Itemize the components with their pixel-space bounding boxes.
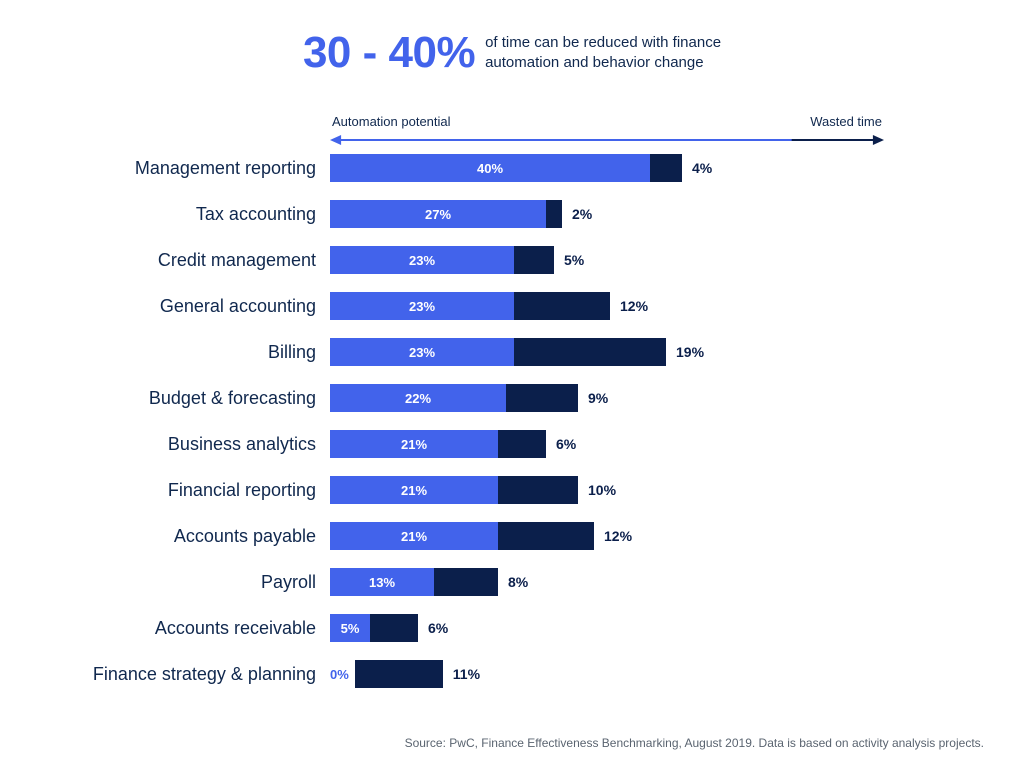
wasted-value: 12% bbox=[604, 528, 632, 544]
bars-track: 21% 10% bbox=[330, 476, 884, 504]
chart-row: Budget & forecasting22%9% bbox=[330, 384, 884, 412]
chart-row: Accounts payable21%12% bbox=[330, 522, 884, 550]
bars-track: 5% 6% bbox=[330, 614, 884, 642]
automation-bar: 23% bbox=[330, 292, 514, 320]
bars-track: 0% 11% bbox=[330, 660, 884, 688]
wasted-bar bbox=[650, 154, 682, 182]
wasted-bar bbox=[370, 614, 418, 642]
wasted-bar bbox=[498, 476, 578, 504]
chart-row: Credit management23%5% bbox=[330, 246, 884, 274]
wasted-value: 6% bbox=[428, 620, 448, 636]
automation-bar: 40% bbox=[330, 154, 650, 182]
chart-row: Finance strategy & planning0%11% bbox=[330, 660, 884, 688]
chart-row: Payroll13%8% bbox=[330, 568, 884, 596]
wasted-value: 12% bbox=[620, 298, 648, 314]
wasted-bar bbox=[514, 338, 666, 366]
automation-bar: 5% bbox=[330, 614, 370, 642]
bars-track: 40% 4% bbox=[330, 154, 884, 182]
automation-bar: 21% bbox=[330, 430, 498, 458]
legend: Automation potential Wasted time bbox=[330, 114, 884, 144]
row-label: Credit management bbox=[40, 250, 316, 271]
page: 30 - 40% of time can be reduced with fin… bbox=[0, 0, 1024, 768]
automation-bar: 21% bbox=[330, 522, 498, 550]
automation-bar: 23% bbox=[330, 246, 514, 274]
wasted-bar bbox=[355, 660, 443, 688]
chart-rows: Management reporting40%4%Tax accounting2… bbox=[330, 154, 884, 688]
chart-row: Financial reporting21%10% bbox=[330, 476, 884, 504]
bars-track: 21% 6% bbox=[330, 430, 884, 458]
chart-row: Accounts receivable5%6% bbox=[330, 614, 884, 642]
chart-row: Tax accounting27%2% bbox=[330, 200, 884, 228]
row-label: Billing bbox=[40, 342, 316, 363]
wasted-bar bbox=[514, 292, 610, 320]
wasted-bar bbox=[514, 246, 554, 274]
bars-track: 23% 19% bbox=[330, 338, 884, 366]
row-label: Management reporting bbox=[40, 158, 316, 179]
wasted-value: 11% bbox=[453, 666, 480, 682]
headline-subtitle: of time can be reduced with finance auto… bbox=[485, 33, 721, 74]
legend-wasted-label: Wasted time bbox=[810, 114, 882, 129]
wasted-value: 6% bbox=[556, 436, 576, 452]
wasted-bar bbox=[546, 200, 562, 228]
bars-track: 27% 2% bbox=[330, 200, 884, 228]
wasted-bar bbox=[498, 430, 546, 458]
headline-subtitle-line1: of time can be reduced with finance bbox=[485, 33, 721, 53]
automation-bar: 27% bbox=[330, 200, 546, 228]
wasted-value: 10% bbox=[588, 482, 616, 498]
row-label: Budget & forecasting bbox=[40, 388, 316, 409]
row-label: Business analytics bbox=[40, 434, 316, 455]
wasted-value: 4% bbox=[692, 160, 712, 176]
chart-row: General accounting23%12% bbox=[330, 292, 884, 320]
bars-track: 22% 9% bbox=[330, 384, 884, 412]
row-label: Payroll bbox=[40, 572, 316, 593]
wasted-value: 2% bbox=[572, 206, 592, 222]
legend-automation-label: Automation potential bbox=[332, 114, 451, 129]
automation-bar: 22% bbox=[330, 384, 506, 412]
headline-stat: 30 - 40% bbox=[303, 28, 475, 78]
automation-bar: 23% bbox=[330, 338, 514, 366]
bars-track: 23% 5% bbox=[330, 246, 884, 274]
headline: 30 - 40% of time can be reduced with fin… bbox=[40, 28, 984, 78]
wasted-value: 9% bbox=[588, 390, 608, 406]
bars-track: 21% 12% bbox=[330, 522, 884, 550]
legend-arrow-icon bbox=[330, 133, 884, 147]
chart-row: Billing23%19% bbox=[330, 338, 884, 366]
chart: Automation potential Wasted time Managem… bbox=[40, 114, 984, 688]
source-text: Source: PwC, Finance Effectiveness Bench… bbox=[405, 736, 984, 750]
bars-track: 23% 12% bbox=[330, 292, 884, 320]
wasted-value: 8% bbox=[508, 574, 528, 590]
row-label: Accounts payable bbox=[40, 526, 316, 547]
bars-track: 13% 8% bbox=[330, 568, 884, 596]
row-label: Financial reporting bbox=[40, 480, 316, 501]
headline-subtitle-line2: automation and behavior change bbox=[485, 53, 721, 73]
row-label: General accounting bbox=[40, 296, 316, 317]
row-label: Finance strategy & planning bbox=[40, 664, 316, 685]
wasted-bar bbox=[506, 384, 578, 412]
chart-row: Business analytics21%6% bbox=[330, 430, 884, 458]
automation-bar: 21% bbox=[330, 476, 498, 504]
wasted-value: 5% bbox=[564, 252, 584, 268]
automation-value: 0% bbox=[330, 667, 349, 682]
wasted-bar bbox=[498, 522, 594, 550]
chart-row: Management reporting40%4% bbox=[330, 154, 884, 182]
wasted-value: 19% bbox=[676, 344, 704, 360]
row-label: Accounts receivable bbox=[40, 618, 316, 639]
row-label: Tax accounting bbox=[40, 204, 316, 225]
automation-bar: 13% bbox=[330, 568, 434, 596]
wasted-bar bbox=[434, 568, 498, 596]
